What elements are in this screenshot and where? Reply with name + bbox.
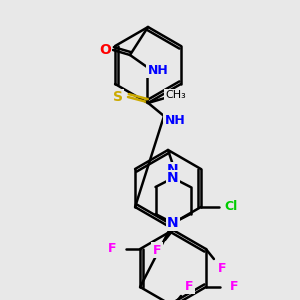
Text: N: N	[167, 171, 179, 185]
Text: F: F	[185, 280, 193, 292]
Text: N: N	[167, 163, 179, 177]
Text: F: F	[218, 262, 226, 275]
Text: F: F	[108, 242, 116, 256]
Text: Cl: Cl	[224, 200, 238, 214]
Text: O: O	[99, 43, 111, 57]
Text: CH₃: CH₃	[166, 90, 186, 100]
Text: S: S	[113, 90, 123, 104]
Text: NH: NH	[148, 64, 168, 76]
Text: F: F	[230, 280, 238, 293]
Text: NH: NH	[165, 113, 185, 127]
Text: N: N	[167, 216, 179, 230]
Text: F: F	[153, 244, 161, 256]
